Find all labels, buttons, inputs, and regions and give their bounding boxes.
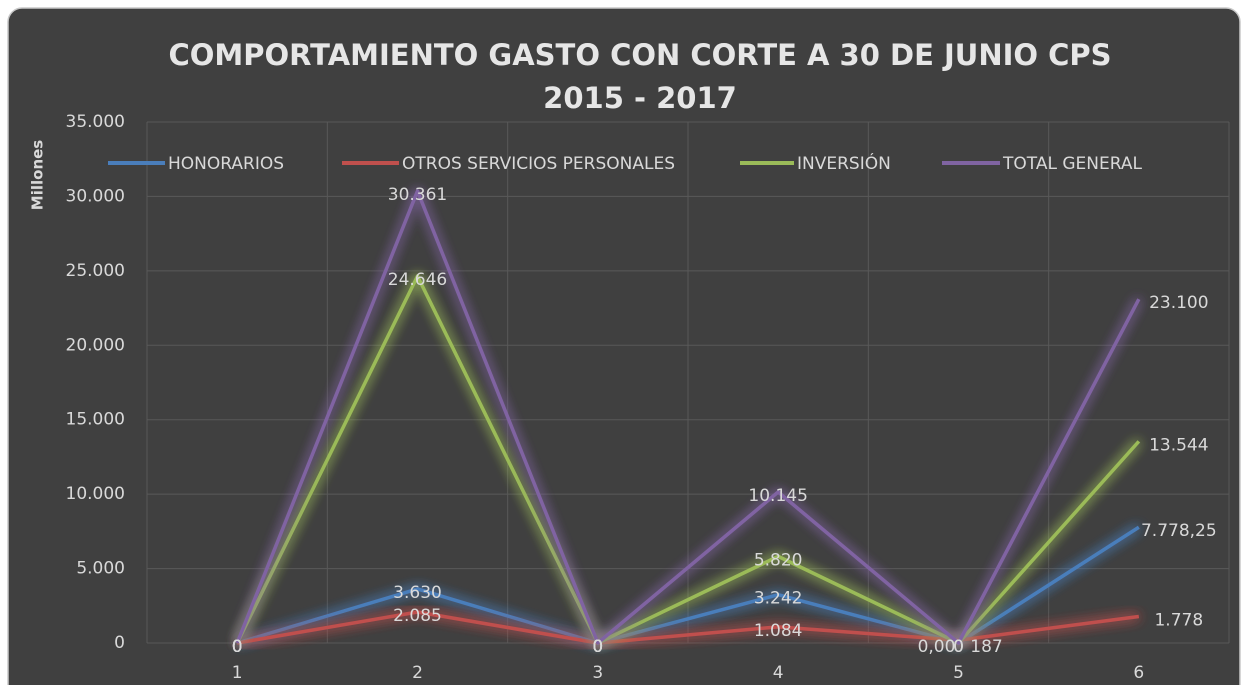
data-label: 0: [592, 637, 603, 657]
data-label: 23.100: [1149, 293, 1208, 313]
data-label: 0: [592, 637, 603, 657]
x-tick-label: 1: [232, 663, 243, 683]
x-tick-label: 6: [1133, 663, 1144, 683]
x-tick-label: 3: [592, 663, 603, 683]
legend-label: TOTAL GENERAL: [1002, 154, 1142, 174]
x-tick-label: 2: [412, 663, 423, 683]
y-tick-label: 20.000: [66, 335, 125, 355]
x-tick-label: 4: [773, 663, 784, 683]
data-label: 30.361: [388, 185, 447, 205]
y-tick-label: 10.000: [66, 484, 125, 504]
data-label: 1.084: [754, 621, 803, 641]
y-tick-label: 35.000: [66, 112, 125, 132]
series-line: [235, 189, 1141, 645]
data-label: 0: [232, 637, 243, 657]
series-line: [236, 525, 1140, 645]
data-label: 2.085: [393, 606, 442, 626]
series-line: [236, 610, 1140, 645]
legend-label: OTROS SERVICIOS PERSONALES: [402, 154, 675, 174]
data-label: 0: [953, 637, 964, 657]
legend-label: INVERSIÓN: [797, 152, 891, 174]
chart-subtitle: 2015 - 2017: [543, 81, 737, 115]
data-label: 24.646: [388, 270, 447, 290]
y-tick-label: 5.000: [76, 559, 125, 579]
y-tick-label: 25.000: [66, 261, 125, 281]
data-label: 0: [592, 637, 603, 657]
data-label: 5.820: [754, 550, 803, 570]
data-label: 3.242: [754, 589, 803, 609]
data-label: 13.544: [1149, 435, 1208, 455]
data-label: 187: [970, 637, 1002, 657]
x-tick-label: 5: [953, 663, 964, 683]
data-label: 0: [232, 637, 243, 657]
y-axis-title: Millones: [29, 140, 47, 211]
data-label: 3.630: [393, 583, 442, 603]
data-label: 0: [953, 637, 964, 657]
data-label: 0: [232, 637, 243, 657]
chart-title: COMPORTAMIENTO GASTO CON CORTE A 30 DE J…: [168, 38, 1111, 72]
y-tick-label: 0: [114, 633, 125, 653]
data-label: 0,00: [918, 637, 956, 657]
data-label: 1.778: [1154, 611, 1203, 631]
series-line: [235, 274, 1141, 645]
legend-label: HONORARIOS: [168, 154, 284, 174]
data-label: 7.778,25: [1141, 521, 1217, 541]
y-tick-label: 15.000: [66, 410, 125, 430]
data-label: 0: [592, 637, 603, 657]
chart-panel: [7, 7, 1241, 685]
data-label: 10.145: [748, 486, 807, 506]
data-label: 0: [232, 637, 243, 657]
y-tick-label: 30.000: [66, 186, 125, 206]
